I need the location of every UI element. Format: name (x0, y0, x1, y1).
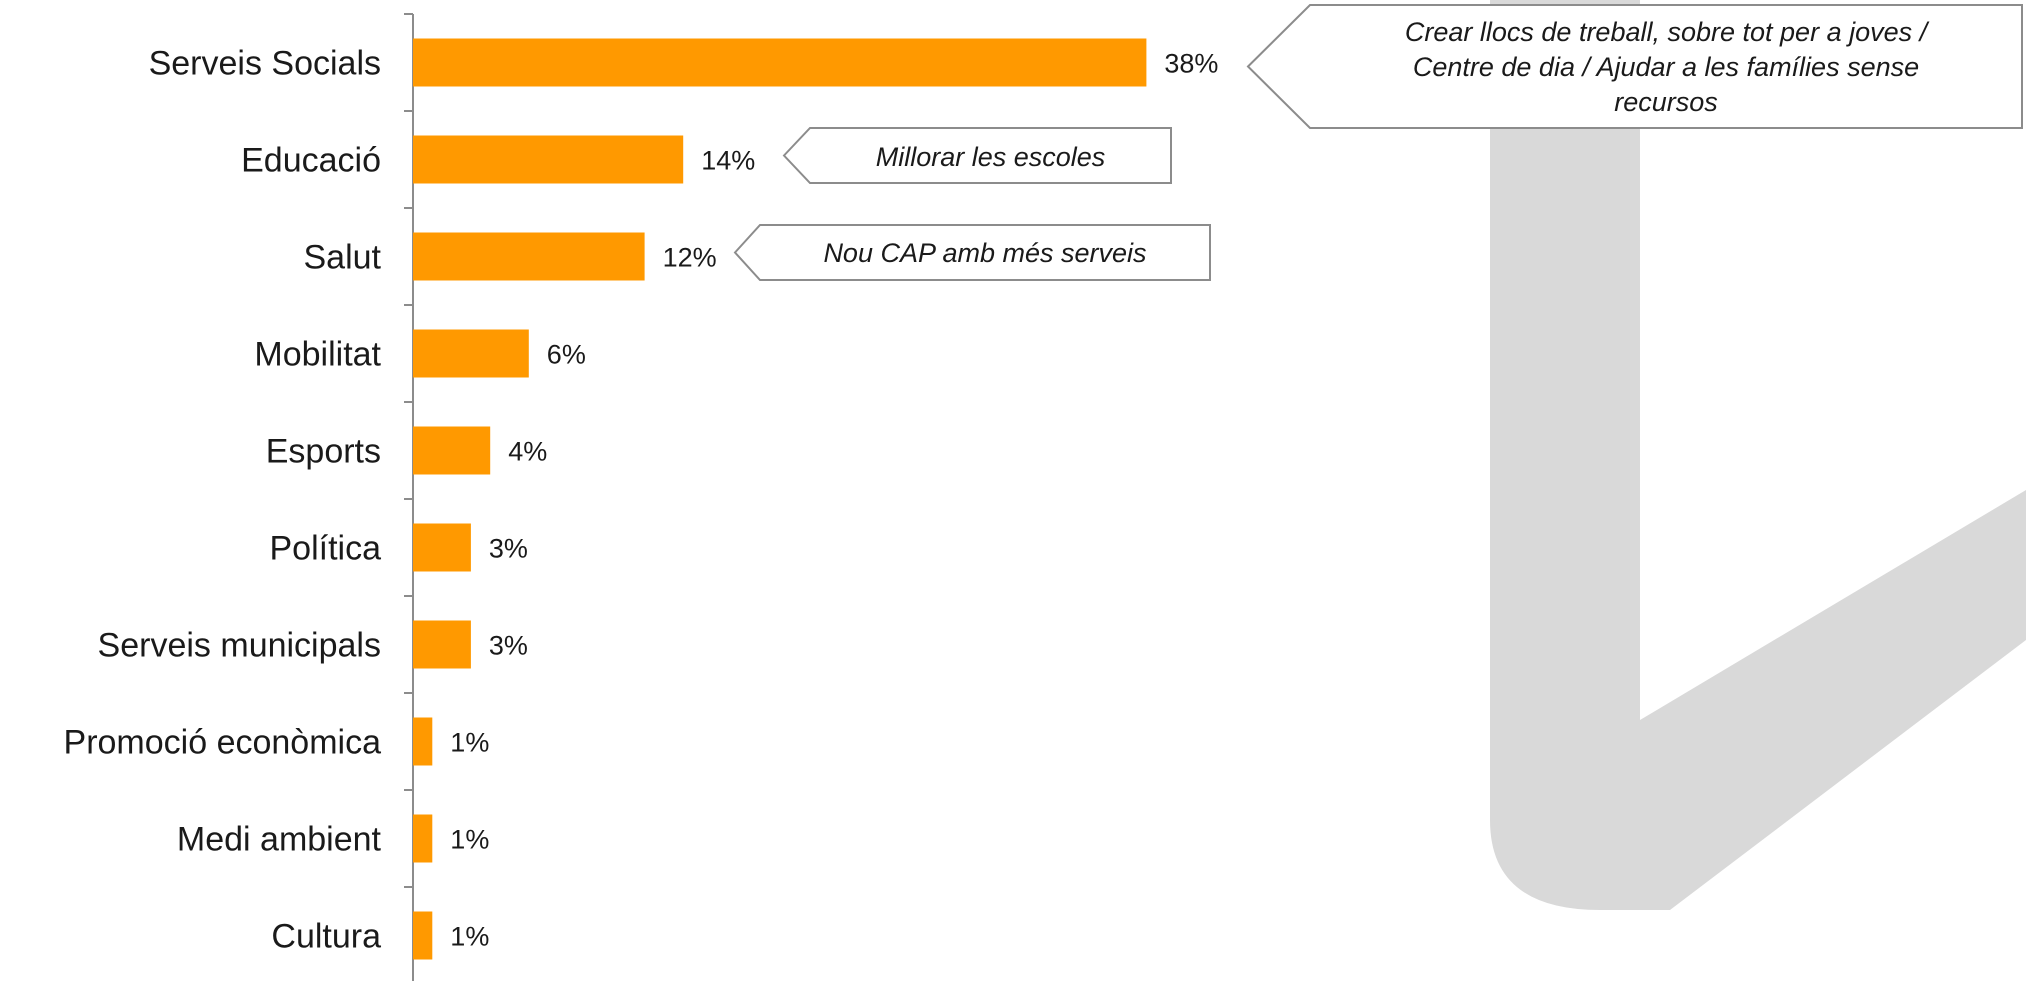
category-label-promocio-economica: Promoció econòmica (64, 724, 382, 762)
bar-educacio (413, 135, 684, 184)
category-label-mobilitat: Mobilitat (254, 336, 381, 374)
bar-salut (413, 232, 645, 281)
callout-text-line: Crear llocs de treball, sobre tot per a … (1405, 17, 1930, 47)
category-label-politica: Política (270, 530, 382, 568)
value-label-salut: 12% (663, 243, 717, 273)
category-labels: Serveis Socials Educació Salut Mobilitat Esp… (64, 45, 382, 956)
category-label-esports: Esports (266, 433, 381, 471)
category-label-medi-ambient: Medi ambient (177, 821, 382, 859)
value-label-mobilitat: 6% (547, 340, 586, 370)
category-label-serveis-municipals: Serveis municipals (98, 627, 381, 665)
callouts: Crear llocs de treball, sobre tot per a … (733, 4, 2023, 281)
category-label-educacio: Educació (241, 142, 381, 180)
callout-text-line: recursos (1614, 87, 1718, 117)
bar-esports (413, 426, 491, 475)
value-label-educacio: 14% (701, 146, 755, 176)
value-label-serveis-socials: 38% (1164, 49, 1218, 79)
bars (413, 38, 1147, 960)
watermark-logo-shape (1490, 0, 2026, 910)
bar-medi-ambient (413, 814, 433, 863)
category-label-serveis-socials: Serveis Socials (149, 45, 381, 83)
callout-text-line: Nou CAP amb més serveis (823, 238, 1146, 268)
bar-mobilitat (413, 329, 529, 378)
bar-politica (413, 523, 471, 572)
axis-ticks (404, 13, 413, 888)
bar-serveis-municipals (413, 620, 471, 669)
value-label-cultura: 1% (450, 922, 489, 952)
value-label-esports: 4% (508, 437, 547, 467)
bar-promocio-economica (413, 717, 433, 766)
category-label-cultura: Cultura (271, 918, 381, 956)
value-label-serveis-municipals: 3% (489, 631, 528, 661)
callout-box (782, 127, 1172, 184)
callout-salut: Nou CAP amb més serveis (733, 224, 1211, 281)
callout-box (1246, 4, 2023, 129)
callout-box (733, 224, 1211, 281)
callout-text-line: Millorar les escoles (876, 142, 1106, 172)
callout-educacio: Millorar les escoles (782, 127, 1172, 184)
category-label-salut: Salut (304, 239, 382, 277)
bar-serveis-socials (413, 38, 1147, 87)
value-label-medi-ambient: 1% (450, 825, 489, 855)
callout-text-line: Centre de dia / Ajudar a les famílies se… (1413, 52, 1919, 82)
bar-cultura (413, 911, 433, 960)
value-label-promocio-economica: 1% (450, 728, 489, 758)
value-label-politica: 3% (489, 534, 528, 564)
callout-serveis-socials: Crear llocs de treball, sobre tot per a … (1246, 4, 2023, 129)
value-labels: 38% 14% 12% 6% 4% 3% 3% 1% 1% 1% (450, 49, 1218, 952)
